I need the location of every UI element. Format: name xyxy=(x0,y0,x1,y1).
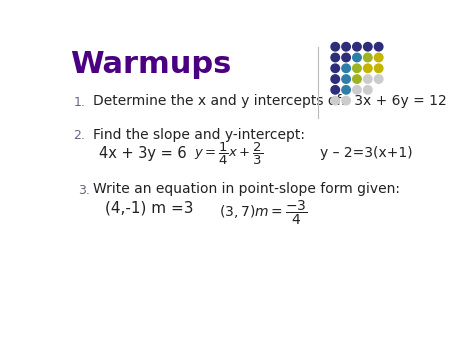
Circle shape xyxy=(342,86,351,94)
Text: 1.: 1. xyxy=(73,96,85,109)
Text: $(3, 7)m = \dfrac{-3}{4}$: $(3, 7)m = \dfrac{-3}{4}$ xyxy=(219,198,308,227)
Circle shape xyxy=(342,43,351,51)
Circle shape xyxy=(353,53,361,62)
Text: y – 2=3(x+1): y – 2=3(x+1) xyxy=(320,146,412,160)
Circle shape xyxy=(364,43,372,51)
Circle shape xyxy=(353,75,361,83)
Circle shape xyxy=(331,86,339,94)
Circle shape xyxy=(364,75,372,83)
Circle shape xyxy=(342,53,351,62)
Circle shape xyxy=(353,86,361,94)
Circle shape xyxy=(374,64,383,73)
Circle shape xyxy=(374,53,383,62)
Circle shape xyxy=(364,64,372,73)
Text: 3.: 3. xyxy=(78,184,90,197)
Circle shape xyxy=(364,86,372,94)
Text: (4,-1) m =3: (4,-1) m =3 xyxy=(105,201,194,216)
Circle shape xyxy=(374,75,383,83)
Circle shape xyxy=(353,43,361,51)
Circle shape xyxy=(342,96,351,105)
Text: Write an equation in point-slope form given:: Write an equation in point-slope form gi… xyxy=(94,182,400,196)
Circle shape xyxy=(353,64,361,73)
Circle shape xyxy=(331,43,339,51)
Circle shape xyxy=(331,64,339,73)
Text: $y = \dfrac{1}{4}x + \dfrac{2}{3}$: $y = \dfrac{1}{4}x + \dfrac{2}{3}$ xyxy=(194,141,263,167)
Circle shape xyxy=(331,75,339,83)
Circle shape xyxy=(342,75,351,83)
Circle shape xyxy=(331,53,339,62)
Text: 4x + 3y = 6: 4x + 3y = 6 xyxy=(99,146,186,161)
Text: 2.: 2. xyxy=(73,129,85,142)
Text: Find the slope and y-intercept:: Find the slope and y-intercept: xyxy=(94,127,306,142)
Circle shape xyxy=(364,53,372,62)
Text: Warmups: Warmups xyxy=(70,50,232,79)
Circle shape xyxy=(342,64,351,73)
Circle shape xyxy=(331,96,339,105)
Text: Determine the x and y intercepts of:  3x + 6y = 12: Determine the x and y intercepts of: 3x … xyxy=(94,94,447,108)
Circle shape xyxy=(374,43,383,51)
